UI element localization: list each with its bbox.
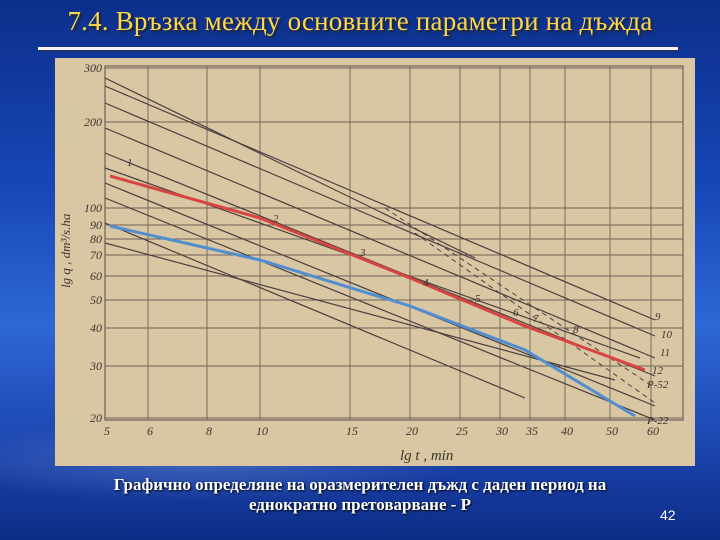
dark-curve-line [104, 242, 616, 381]
y-tick-label: 30 [89, 359, 102, 373]
rain-intensity-nomogram: lg q , dm³/s.ha lg t , min 300 200 100 9080… [55, 58, 695, 466]
curve-number-label: 1 [127, 157, 133, 169]
y-tick-label: 300 [83, 61, 102, 75]
slide-title: 7.4. Връзка между основните параметри на… [67, 6, 653, 36]
red-curve-line [109, 174, 646, 372]
dark-curve-line [104, 222, 526, 399]
x-axis-label: lg t , min [400, 448, 453, 464]
y-tick-label: 40 [90, 321, 102, 335]
curve-lines [104, 77, 656, 421]
page-number: 42 [660, 507, 676, 523]
dark-curve-line [104, 77, 476, 259]
blue-curve-line [109, 224, 636, 418]
y-tick-label: 100 [84, 201, 102, 215]
curve-number-label: 10 [661, 329, 673, 341]
dark-curve-line [104, 182, 656, 407]
x-tick-label: 50 [606, 424, 618, 438]
curve-number-label: 6 [513, 307, 519, 319]
y-tick-label: 90 [90, 218, 102, 232]
y-tick-label: 80 [90, 232, 102, 246]
dark-curve-line [104, 102, 656, 337]
curve-number-label: 11 [660, 347, 670, 359]
y-tick-label: 200 [84, 115, 102, 129]
x-tick-label: 15 [346, 424, 358, 438]
title-divider [38, 47, 678, 50]
x-tick-label: 25 [456, 424, 468, 438]
curve-number-label: 5 [475, 293, 481, 305]
curve-number-label: 3 [359, 247, 366, 259]
y-axis-label: lg q , dm³/s.ha [58, 213, 73, 288]
x-tick-label: 6 [147, 424, 153, 438]
x-tick-label: 60 [647, 424, 659, 438]
series-label: P-52 [646, 379, 669, 391]
dark-curve-line [104, 85, 656, 321]
y-tick-label: 60 [90, 269, 102, 283]
dark-curve-line [104, 127, 656, 359]
x-tick-label: 40 [561, 424, 573, 438]
x-tick-label: 35 [525, 424, 538, 438]
curve-number-label: 12 [652, 365, 664, 377]
dark-curve-line [104, 197, 656, 421]
x-tick-label: 5 [104, 424, 110, 438]
x-tick-label: 8 [206, 424, 212, 438]
y-tick-label: 20 [90, 411, 102, 425]
y-tick-label: 50 [90, 293, 102, 307]
chart-photo: lg q , dm³/s.ha lg t , min 300 200 100 90 80… [55, 58, 695, 466]
grid-lines [104, 65, 684, 421]
curve-number-label: 8 [573, 324, 579, 336]
curve-number-label: 4 [423, 277, 429, 289]
curve-number-label: 7 [533, 313, 539, 325]
caption-line-2: еднократно претоварване - Р [248, 495, 472, 514]
caption-line-1: Графично определяне на оразмерителен дъж… [113, 475, 607, 494]
figure-caption: Графично определяне на оразмерителен дъж… [0, 475, 720, 515]
x-tick-label: 30 [495, 424, 508, 438]
curve-number-label: 2 [273, 213, 279, 225]
y-tick-label: 70 [90, 248, 102, 262]
series-label: P-22 [646, 415, 669, 427]
curve-number-label: 9 [655, 311, 661, 323]
x-tick-label: 10 [256, 424, 268, 438]
x-tick-label: 20 [406, 424, 418, 438]
dashed-helper-line [414, 232, 656, 404]
